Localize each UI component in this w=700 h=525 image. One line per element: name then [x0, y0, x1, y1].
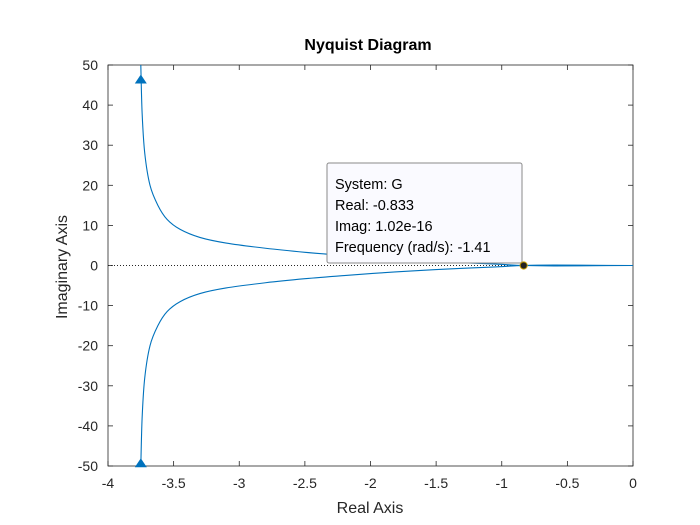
y-axis-label: Imaginary Axis: [54, 215, 71, 319]
y-tick-label: 20: [82, 177, 98, 193]
axis-ticks: [107, 64, 634, 467]
y-tick-label: 0: [90, 258, 98, 274]
direction-arrows: [134, 74, 147, 468]
y-tick-label: 10: [82, 217, 98, 233]
y-tick-label: -40: [78, 418, 98, 434]
direction-arrow: [134, 74, 147, 84]
datatip-system: System: G: [335, 177, 403, 193]
tick-labels: -4 -3.5 -3 -2.5 -2 -1.5 -1 -0.5 0 -50 -40 -30 -20 -10…: [78, 57, 637, 491]
x-tick-label: -1.5: [424, 475, 448, 491]
x-tick-label: -3: [233, 475, 246, 491]
y-tick-label: -50: [78, 458, 98, 474]
datatip[interactable]: System: G Real: -0.833 Imag: 1.02e-16 Fr…: [326, 162, 528, 270]
datatip-real: Real: -0.833: [335, 198, 414, 214]
datatip-imag: Imag: 1.02e-16: [335, 219, 433, 235]
x-tick-label: -3.5: [162, 475, 186, 491]
y-tick-label: 30: [82, 137, 98, 153]
y-tick-label: -10: [78, 298, 98, 314]
x-tick-label: -2.5: [293, 475, 317, 491]
y-tick-label: 40: [82, 97, 98, 113]
datatip-marker[interactable]: [519, 261, 528, 270]
y-tick-label: 50: [82, 57, 98, 73]
x-tick-label: -2: [364, 475, 377, 491]
x-tick-label: -0.5: [555, 475, 579, 491]
x-tick-label: 0: [629, 475, 637, 491]
x-axis-label: Real Axis: [337, 500, 404, 517]
datatip-box: [326, 162, 523, 264]
direction-arrow: [134, 458, 147, 468]
x-tick-label: -4: [102, 475, 115, 491]
y-tick-label: -20: [78, 338, 98, 354]
datatip-frequency: Frequency (rad/s): -1.41: [335, 240, 491, 256]
y-tick-label: -30: [78, 378, 98, 394]
chart-title: Nyquist Diagram: [304, 37, 431, 54]
x-tick-label: -1: [496, 475, 509, 491]
